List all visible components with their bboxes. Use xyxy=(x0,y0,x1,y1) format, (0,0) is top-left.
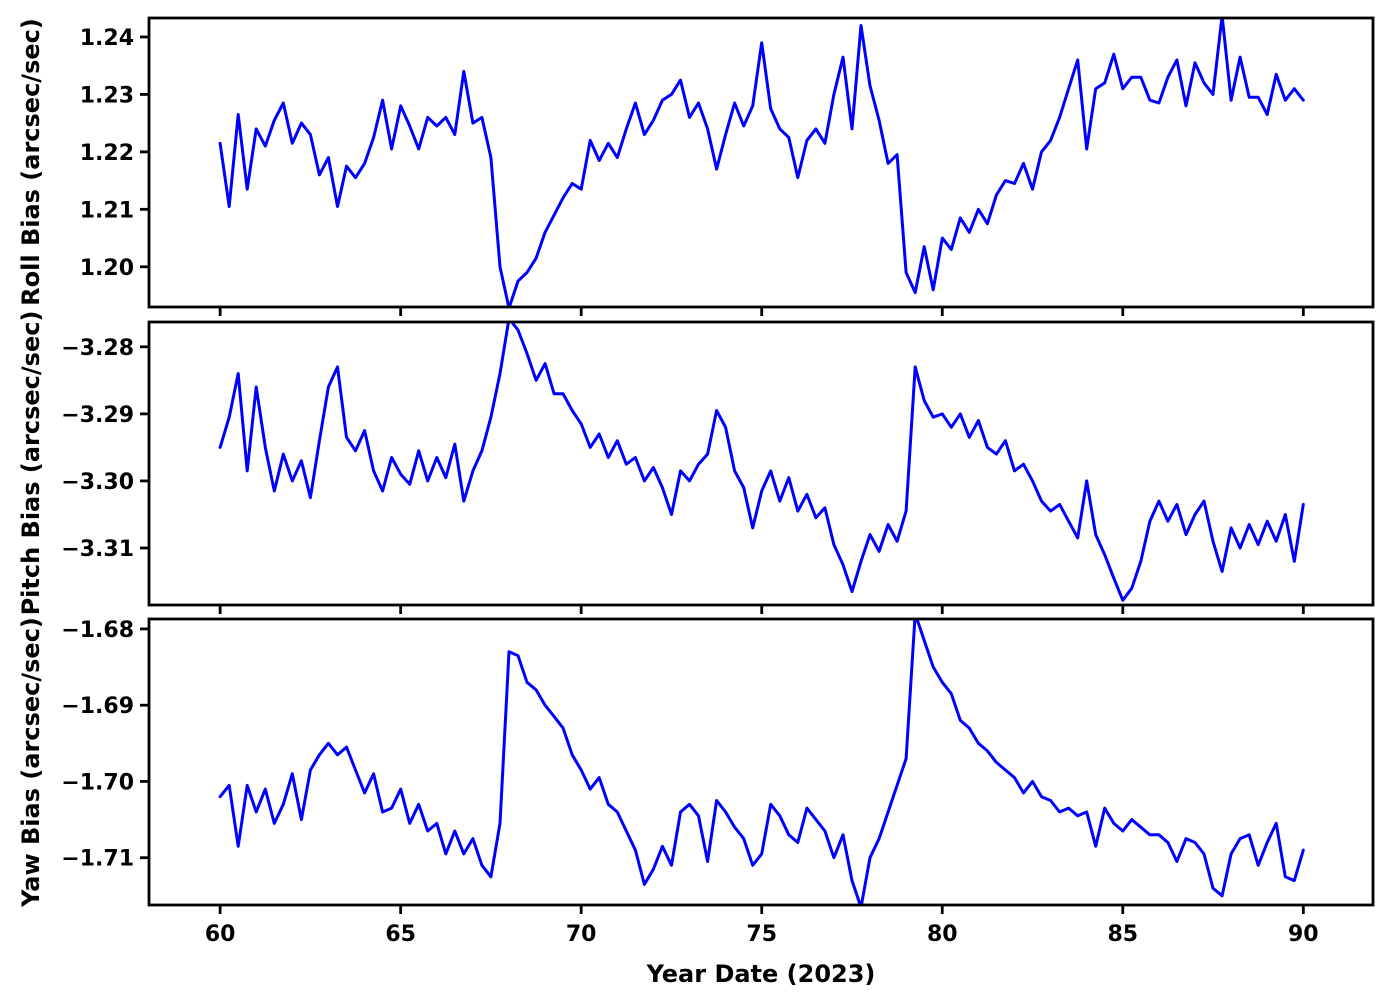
pitch-y-tick-label: −3.31 xyxy=(61,537,134,562)
yaw-y-tick-label: −1.71 xyxy=(61,847,134,872)
pitch-y-tick-label: −3.28 xyxy=(61,336,134,361)
roll-y-tick-label: 1.22 xyxy=(80,141,134,166)
y-axis-label-yaw: Yaw Bias (arcsec/sec) xyxy=(17,617,45,907)
roll-panel-frame xyxy=(147,16,1375,309)
pitch-panel-frame xyxy=(147,320,1375,607)
x-tick-label: 90 xyxy=(1288,922,1319,947)
x-tick-label: 80 xyxy=(927,922,958,947)
x-tick-label: 65 xyxy=(385,922,416,947)
yaw-bias-line xyxy=(218,619,1305,905)
roll-bias-line xyxy=(218,18,1305,307)
roll-y-tick-label: 1.23 xyxy=(80,83,134,108)
yaw-panel-frame xyxy=(147,617,1375,907)
yaw-y-tick-label: −1.69 xyxy=(61,694,134,719)
x-tick-label: 70 xyxy=(566,922,597,947)
x-tick-label: 75 xyxy=(746,922,777,947)
roll-y-tick-label: 1.21 xyxy=(80,198,134,223)
roll-y-tick-label: 1.20 xyxy=(80,256,134,281)
roll-y-tick-label: 1.24 xyxy=(80,26,134,51)
yaw-y-tick-label: −1.70 xyxy=(61,770,134,795)
y-axis-label-pitch: Pitch Bias (arcsec/sec) xyxy=(17,310,45,616)
pitch-bias-line xyxy=(218,322,1305,602)
pitch-y-tick-label: −3.30 xyxy=(61,470,134,495)
x-axis-label: Year Date (2023) xyxy=(646,960,876,988)
y-axis-label-roll: Roll Bias (arcsec/sec) xyxy=(17,18,45,306)
x-tick-label: 60 xyxy=(205,922,236,947)
yaw-y-tick-label: −1.68 xyxy=(61,618,134,643)
pitch-y-tick-label: −3.29 xyxy=(61,403,134,428)
x-tick-label: 85 xyxy=(1107,922,1138,947)
